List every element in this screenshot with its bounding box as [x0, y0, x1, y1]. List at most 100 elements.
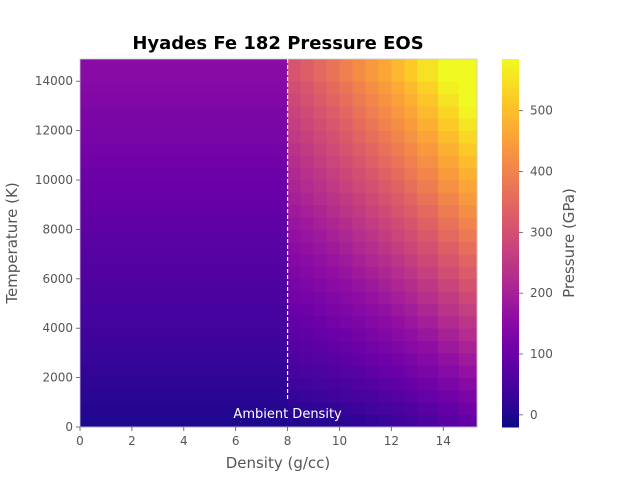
heatmap-cell: [404, 142, 418, 156]
colorbar-segment: [502, 331, 519, 336]
heatmap-cell: [326, 414, 340, 428]
colorbar-segment: [502, 310, 519, 315]
heatmap-cell: [391, 105, 405, 119]
heatmap-cell: [365, 414, 379, 428]
heatmap-cell: [417, 303, 439, 317]
heatmap-cell: [326, 315, 340, 329]
heatmap-cell: [365, 365, 379, 379]
heatmap-cell: [417, 130, 439, 144]
colorbar-segment: [502, 384, 519, 388]
heatmap-cell: [404, 402, 418, 416]
x-tick-label: 12: [384, 434, 399, 448]
heatmap-cell: [365, 105, 379, 119]
heatmap-cell: [417, 81, 439, 94]
heatmap-cell: [339, 204, 353, 218]
heatmap-cell: [339, 93, 353, 107]
heatmap-cell: [326, 130, 340, 144]
ambient-density-label: Ambient Density: [233, 407, 342, 422]
heatmap-cell: [391, 130, 405, 144]
heatmap-cell: [404, 105, 418, 119]
heatmap-cell: [313, 340, 327, 354]
heatmap-cell: [458, 130, 478, 144]
heatmap-cell: [391, 217, 405, 230]
heatmap-cell: [458, 241, 478, 255]
heatmap-cell: [417, 93, 439, 107]
heatmap-cell: [417, 59, 439, 82]
colorbar-segment: [502, 147, 519, 152]
y-axis-label: Temperature (K): [3, 182, 21, 304]
heatmap-cell: [438, 365, 460, 379]
colorbar-segment: [502, 313, 519, 318]
heatmap-cell: [352, 180, 366, 193]
colorbar-segment: [502, 144, 519, 149]
colorbar-segment: [502, 224, 519, 229]
heatmap-cell: [391, 278, 405, 292]
heatmap-cell: [365, 142, 379, 156]
heatmap-cell: [378, 105, 392, 119]
x-tick-label: 4: [180, 434, 188, 448]
heatmap-cell: [300, 204, 314, 218]
heatmap-cell: [378, 414, 392, 428]
heatmap-cell: [300, 59, 314, 82]
heatmap-cell: [352, 328, 366, 341]
heatmap-cell: [352, 303, 366, 317]
colorbar-segment: [502, 246, 519, 250]
heatmap-cell: [300, 377, 314, 391]
heatmap-cell: [80, 254, 288, 267]
heatmap-cell: [417, 315, 439, 329]
heatmap-cell: [326, 291, 340, 304]
heatmap-cell: [458, 303, 478, 317]
heatmap-cell: [391, 291, 405, 304]
heatmap-cell: [300, 402, 314, 416]
colorbar-segment: [502, 151, 519, 155]
heatmap-cell: [458, 93, 478, 107]
x-tick-label: 6: [232, 434, 240, 448]
heatmap-cell: [352, 402, 366, 416]
colorbar-segment: [502, 206, 519, 210]
heatmap-cell: [458, 142, 478, 156]
heatmap-cell: [391, 241, 405, 255]
heatmap-cell: [80, 266, 288, 280]
colorbar-segment: [502, 184, 519, 189]
heatmap-cell: [365, 291, 379, 304]
heatmap-cell: [287, 167, 301, 181]
heatmap-cell: [404, 241, 418, 255]
heatmap-cell: [378, 118, 392, 132]
heatmap-cell: [352, 389, 366, 403]
heatmap-cell: [378, 303, 392, 317]
colorbar-tick-label: 500: [530, 104, 553, 118]
heatmap-cell: [326, 389, 340, 403]
heatmap-cell: [287, 229, 301, 243]
heatmap-cell: [458, 402, 478, 416]
heatmap-cell: [326, 303, 340, 317]
heatmap-cell: [438, 59, 460, 82]
heatmap-cell: [326, 229, 340, 243]
colorbar-segment: [502, 236, 519, 241]
colorbar-segment: [502, 98, 519, 103]
heatmap-cell: [339, 155, 353, 169]
heatmap-cell: [378, 192, 392, 206]
heatmap-cell: [300, 142, 314, 156]
heatmap-cell: [326, 254, 340, 267]
colorbar-segment: [502, 92, 519, 97]
heatmap-cell: [438, 352, 460, 366]
heatmap-cell: [326, 118, 340, 132]
colorbar-segment: [502, 166, 519, 170]
heatmap-cell: [438, 130, 460, 144]
heatmap-cell: [300, 180, 314, 193]
heatmap-cell: [458, 229, 478, 243]
heatmap-cell: [287, 352, 301, 366]
heatmap-cell: [438, 315, 460, 329]
heatmap-cell: [458, 81, 478, 94]
heatmap-cell: [80, 229, 288, 243]
heatmap-cell: [352, 229, 366, 243]
heatmap-cell: [438, 389, 460, 403]
heatmap-cell: [326, 402, 340, 416]
heatmap-cell: [438, 192, 460, 206]
heatmap-cell: [365, 241, 379, 255]
colorbar-segment: [502, 138, 519, 143]
heatmap-cell: [458, 59, 478, 82]
heatmap-cell: [313, 303, 327, 317]
colorbar-segment: [502, 117, 519, 121]
y-tick-label: 4000: [42, 321, 73, 335]
